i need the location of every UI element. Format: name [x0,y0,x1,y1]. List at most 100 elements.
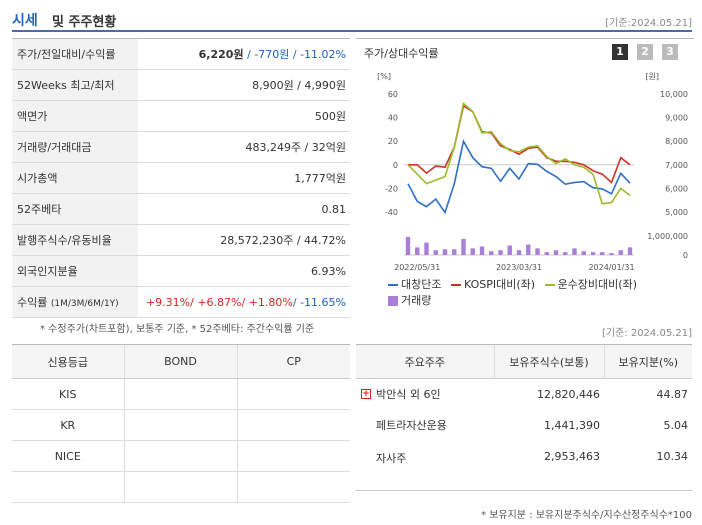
left-axis-tick: 40 [388,114,398,123]
volume-bar [544,252,549,255]
label-volume: 거래량/거래대금 [12,131,138,163]
volume-bar [526,244,531,255]
label-shares: 발행주식수/유동비율 [12,224,138,256]
holder-name: 페트라자산운용 [376,419,447,432]
legend-label-volume: 거래량 [401,294,432,307]
value-foreign: 6.93% [138,255,350,287]
right-axis-tick: 6,000 [665,184,688,193]
period-button-1[interactable]: 1 [612,44,628,60]
return-1y: -11.65% [300,295,346,309]
value-shares: 28,572,230주 / 44.72% [138,224,350,256]
label-returns-sub: (1M/3M/6M/1Y) [50,299,119,309]
credit-rating-table: 신용등급 BOND CP KIS KR NICE [12,344,350,503]
row-beta: 52주베타 0.81 [12,193,350,225]
label-par-value: 액면가 [12,100,138,132]
row-par-value: 액면가 500원 [12,100,350,132]
holder-pct: 44.87 [656,387,689,401]
credit-bond [123,471,237,503]
return-sep: / [292,295,301,309]
label-market-cap: 시가총액 [12,162,138,194]
credit-agency: NICE [12,440,124,472]
value-market-cap: 1,777억원 [138,162,350,194]
chart-panel: 주가/상대수익률 1 2 3 [%] [원] 60 40 20 0 -20 -40 10,000… [356,38,694,310]
holders-header-row: 주요주주 보유주식수(보통) 보유지분(%) [356,344,692,379]
row-price: 주가/전일대비/수익률 6,220원 / -770원 / -11.02% [12,38,350,70]
row-shares: 발행주식수/유동비율 28,572,230주 / 44.72% [12,224,350,256]
value-52w: 8,900원 / 4,990원 [138,69,350,101]
holder-name: + 박안식 외 6인 [356,379,494,410]
right-axis-tick: 10,000 [660,90,688,99]
x-axis-tick: 2023/03/31 [496,263,542,272]
series-line-대창단조 [407,138,631,215]
volume-bar [452,249,457,255]
expand-plus-icon[interactable]: + [361,389,371,399]
volume-bar [600,252,605,255]
credit-cp [236,409,350,441]
label-returns: 수익률 (1M/3M/6M/1Y) [12,286,138,318]
row-volume: 거래량/거래대금 483,249주 / 32억원 [12,131,350,163]
holders-header-shares: 보유주식수(보통) [493,344,604,379]
volume-bar [470,248,475,255]
credit-header-bond: BOND [123,344,237,379]
table-row: KIS [12,378,350,410]
left-axis-tick: 0 [393,161,398,170]
credit-agency [12,471,124,503]
legend-swatch-green [544,284,555,286]
row-52w: 52Weeks 최고/최저 8,900원 / 4,990원 [12,69,350,101]
right-axis-tick: 9,000 [665,114,688,123]
row-market-cap: 시가총액 1,777억원 [12,162,350,194]
left-axis-tick: 60 [388,90,398,99]
label-beta: 52주베타 [12,193,138,225]
price-change: / -770원 [243,48,290,61]
legend-swatch-red [450,284,461,286]
value-returns: +9.31%/ +6.87%/ +1.80%/ -11.65% [138,286,350,318]
volume-bar [442,249,448,255]
section-title-main: 시세 [12,13,38,29]
reference-date: [기준:2024.05.21] [605,18,692,29]
volume-bar [553,250,559,255]
right-axis-tick: 7,000 [665,161,688,170]
legend-swatch-blue [388,284,398,286]
value-volume: 483,249주 / 32억원 [138,131,350,163]
holders-header-pct: 보유지분(%) [603,344,692,379]
holder-shares: 12,820,446 [537,387,600,401]
legend-item-kospi: KOSPI대비(좌) [450,276,535,292]
volume-bar [563,252,568,255]
return-6m: +1.80% [248,295,293,309]
volume-bar [627,247,633,255]
volume-bar [535,248,540,255]
price-return-chart: [%] [원] 60 40 20 0 -20 -40 10,000 9,000 8,000 7,000… [377,72,688,272]
period-button-3[interactable]: 3 [662,44,678,60]
label-52w: 52Weeks 최고/최저 [12,69,138,101]
return-3m: +6.87% [197,295,242,309]
volume-bar [618,250,623,255]
left-axis-tick: -40 [385,208,398,217]
volume-bar [516,250,522,255]
credit-bond [123,440,237,472]
chart-legend: 대창단조 KOSPI대비(좌) 운수장비대비(좌) 거래량 [388,276,688,308]
legend-item-sector: 운수장비대비(좌) [544,276,637,292]
current-price: 6,220원 [198,48,244,61]
credit-header-rating: 신용등급 [12,344,124,379]
volume-bar [572,248,577,255]
section-header: 시세 및 주주현황 [기준:2024.05.21] [12,8,692,32]
volume-bar [415,247,420,255]
value-par-value: 500원 [138,100,350,132]
value-price: 6,220원 / -770원 / -11.02% [138,38,350,70]
series-line-운수장비대비(좌) [407,101,631,205]
holders-note: * 보유지분 : 보유지분주식수/지수산정주식수*100 [481,510,692,521]
market-info-table: 주가/전일대비/수익률 6,220원 / -770원 / -11.02% 52W… [12,38,350,318]
credit-cp [236,440,350,472]
volume-bar [581,251,586,255]
major-shareholders-table: 주요주주 보유주식수(보통) 보유지분(%) + 박안식 외 6인 12,820,… [356,344,692,491]
holders-header-name: 주요주주 [356,344,494,379]
holders-reference-date: [기준: 2024.05.21] [601,328,692,339]
credit-bond [123,378,237,410]
market-note: * 수정주가(차트포함), 보통주 기준, * 52주베타: 주간수익률 기준 [40,324,315,335]
table-row: KR [12,409,350,441]
holder-shares: 2,953,463 [494,440,604,491]
volume-bar [461,238,466,255]
label-foreign: 외국인지분율 [12,255,138,287]
holder-shares: 1,441,390 [544,418,600,432]
period-button-2[interactable]: 2 [637,44,653,60]
